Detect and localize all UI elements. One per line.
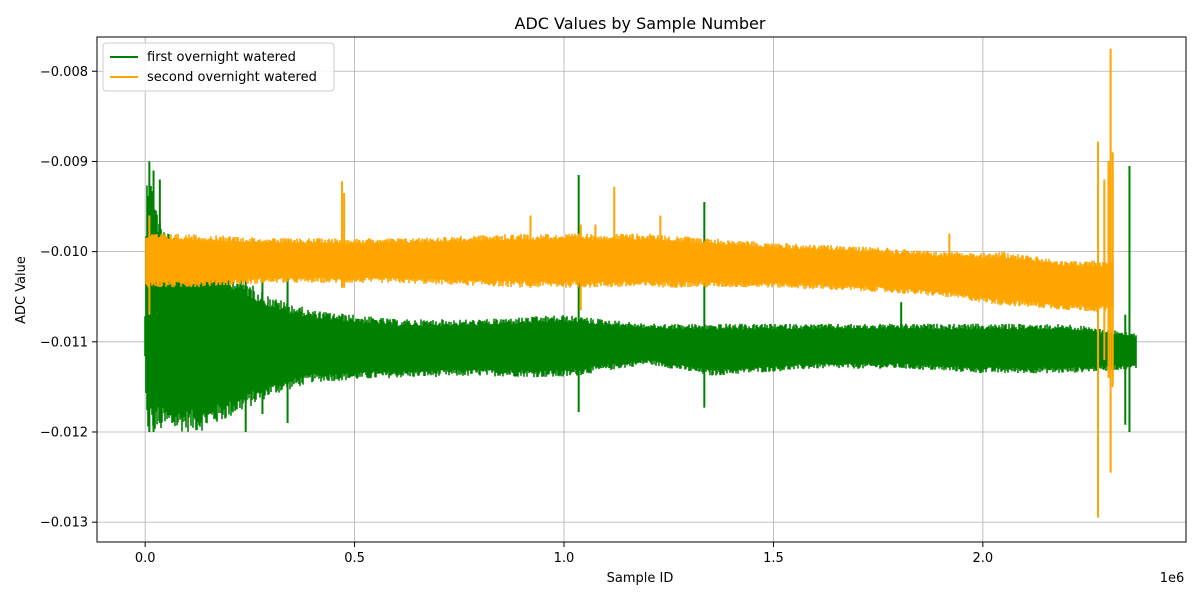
x-axis-label: Sample ID — [607, 571, 674, 586]
plot-area — [144, 48, 1137, 518]
x-tick-label: 2.0 — [973, 551, 994, 566]
y-axis-ticks: −0.013 −0.012 −0.011 −0.010 −0.009 −0.008 — [40, 65, 97, 531]
x-tick-label: 0.0 — [135, 551, 156, 566]
x-tick-label: 1.5 — [763, 551, 784, 566]
y-axis-label: ADC Value — [14, 256, 29, 324]
legend: first overnight watered second overnight… — [102, 42, 335, 92]
series-band — [145, 233, 1114, 313]
x-tick-label: 1.0 — [554, 551, 575, 566]
x-tick-label: 0.5 — [344, 551, 365, 566]
y-tick-label: −0.012 — [40, 425, 88, 440]
y-tick-label: −0.008 — [40, 65, 88, 80]
y-tick-label: −0.010 — [40, 245, 88, 260]
axes-frame — [96, 36, 1187, 543]
x-axis-multiplier: 1e6 — [1160, 571, 1185, 586]
series-band — [144, 185, 1137, 432]
legend-label-second-overnight: second overnight watered — [147, 70, 317, 85]
legend-label-first-overnight: first overnight watered — [147, 50, 296, 65]
legend-box — [102, 42, 335, 92]
y-tick-label: −0.011 — [40, 335, 88, 350]
series-second-overnight — [145, 48, 1114, 518]
y-tick-label: −0.009 — [40, 155, 88, 170]
y-tick-label: −0.013 — [40, 516, 88, 531]
chart-title: ADC Values by Sample Number — [515, 14, 766, 33]
x-axis-ticks: 0.0 0.5 1.0 1.5 2.0 — [135, 542, 993, 566]
